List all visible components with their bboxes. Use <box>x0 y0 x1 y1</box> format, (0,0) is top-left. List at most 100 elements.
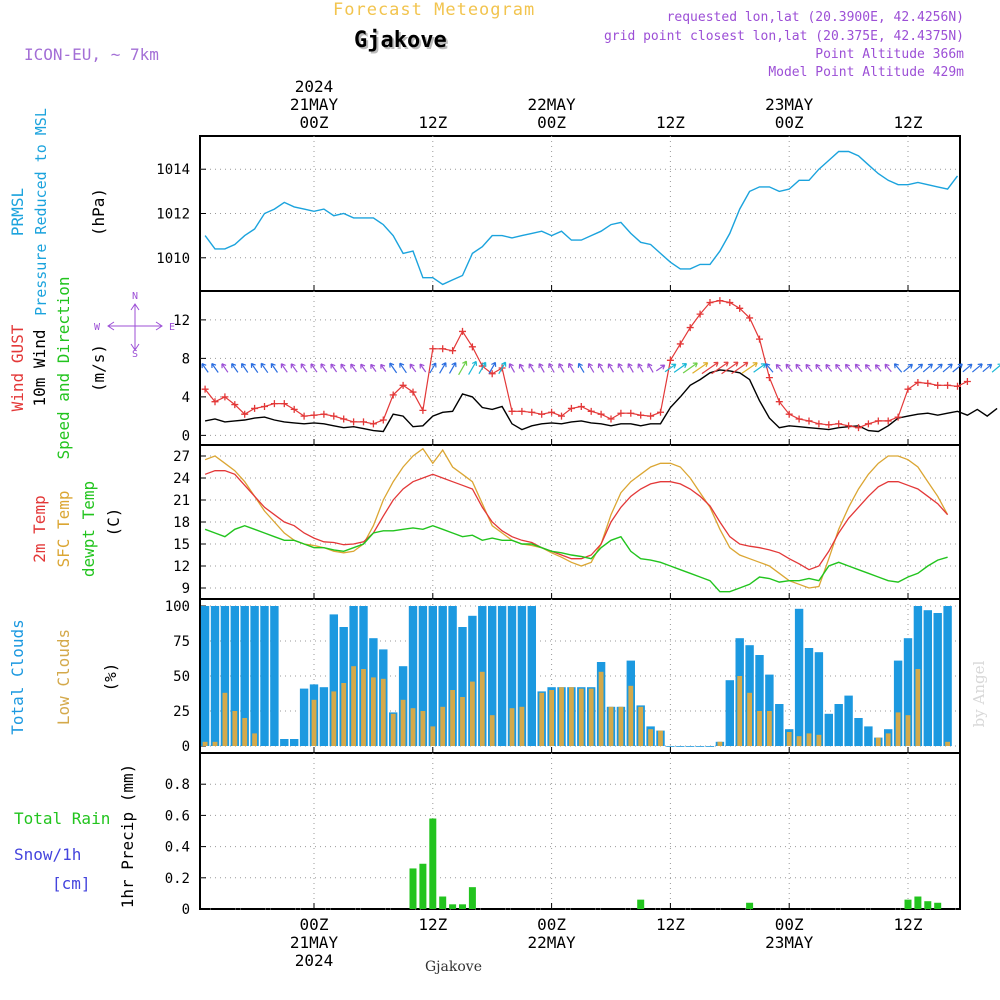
total-cloud-bar <box>666 746 675 747</box>
wind-direction-arrow <box>795 363 803 373</box>
wind-direction-arrow <box>673 363 688 373</box>
wind-gust-marker <box>290 405 298 413</box>
wind-gust-marker <box>459 327 466 335</box>
wind-gust-marker <box>597 410 605 418</box>
wind-direction-arrow <box>932 363 943 373</box>
wind-direction-arrow <box>664 363 677 373</box>
wind-direction-arrow <box>340 363 347 373</box>
footer-location: Gjakove <box>425 959 482 975</box>
wind-direction-arrow <box>922 363 933 373</box>
total-cloud-bar <box>220 606 230 746</box>
total-cloud-bar <box>725 680 734 746</box>
wind-gust-marker <box>360 418 367 426</box>
total-cloud-bar <box>250 606 259 746</box>
total-cloud-bar <box>260 606 269 746</box>
wind-gust-marker <box>864 420 872 428</box>
wind-gust-marker <box>439 345 447 353</box>
wind-gust-marker <box>538 410 546 418</box>
total-cloud-bar <box>319 687 329 746</box>
total-cloud-bar <box>755 655 764 746</box>
wind-gust-marker <box>270 400 278 408</box>
wind-gust-marker <box>944 381 952 389</box>
cloud-tick-label: 75 <box>173 634 190 650</box>
top-time-label: 12Z <box>894 113 923 132</box>
precip-tick-label: 0.8 <box>165 777 190 793</box>
low-cloud-bar <box>519 706 525 746</box>
wind-direction-arrow <box>741 362 758 374</box>
rain-bar <box>934 902 942 909</box>
wind-gust-marker <box>676 340 684 348</box>
cloud-panel: 0 25 50 75 100 <box>165 598 961 755</box>
wind-direction-arrow <box>360 363 367 373</box>
requested-coords: requested lon,lat (20.3900E, 42.4256N) <box>666 10 964 25</box>
wind-gust-marker <box>369 420 377 428</box>
wind-gust-marker <box>330 412 338 420</box>
wind-gust-marker <box>647 412 655 420</box>
wind-gust-marker <box>577 403 585 410</box>
snow-unit-label: [cm] <box>52 874 91 893</box>
chart-title: Forecast Meteogram <box>333 0 536 20</box>
wind-gust-marker <box>449 347 457 355</box>
total-cloud-bar <box>230 606 239 746</box>
total-cloud-bar <box>864 726 873 746</box>
wind-direction-arrow <box>825 363 833 372</box>
wind-direction-arrow <box>439 362 447 374</box>
wind-direction-arrow <box>844 363 853 373</box>
wind-tick-label: 12 <box>173 313 190 329</box>
wind-gust-marker <box>954 382 961 390</box>
wind-frame <box>199 290 961 446</box>
total-cloud-bar <box>804 648 814 746</box>
wind-direction-arrow <box>399 362 407 374</box>
bottom-time-label: 12Z <box>418 915 447 934</box>
wind-gust-marker <box>518 407 526 415</box>
total-cloud-bar <box>210 606 220 746</box>
wind-panel: 0 4 8 12 <box>173 290 1000 446</box>
model-point-altitude: Model Point Altitude 429m <box>768 65 964 80</box>
wind-gust-marker <box>637 411 645 419</box>
total-cloud-bar <box>844 695 853 746</box>
wind-speed-line <box>204 369 998 433</box>
grid-point-coords: grid point closest lon,lat (20.375E, 42.… <box>603 29 964 44</box>
top-time-label: 12Z <box>656 113 685 132</box>
wind-direction-arrow <box>775 363 783 372</box>
wind-direction-arrow <box>682 362 698 374</box>
total-cloud-bar <box>428 606 437 746</box>
wind-tick-label: 4 <box>182 390 190 406</box>
wind-direction-arrow <box>488 361 497 374</box>
dewpt-temp-line <box>204 524 948 593</box>
low-cloud-bar <box>252 733 257 746</box>
low-cloud-bar <box>569 687 574 746</box>
total-cloud-bar <box>527 606 536 746</box>
low-cloud-bar <box>875 737 881 746</box>
total-cloud-bar <box>200 606 210 746</box>
total-cloud-bar <box>854 718 863 746</box>
wind-gust-marker <box>775 398 783 406</box>
wind-gust-marker <box>706 299 714 307</box>
wind-gust-marker <box>231 401 239 409</box>
precip-unit-label: 1hr Precip (mm) <box>118 764 137 909</box>
wind-gust-marker <box>825 421 833 429</box>
precip-tick-label: 0.2 <box>165 871 190 887</box>
pressure-label-reduced: Pressure Reduced to MSL <box>32 108 50 316</box>
wind-direction-arrow <box>310 363 318 373</box>
wind-direction-arrow <box>290 363 298 373</box>
wind-direction-arrow <box>785 363 793 373</box>
low-cloud-bar <box>578 688 584 746</box>
low-cloud-bar <box>608 706 614 746</box>
wind-direction-arrow <box>370 363 377 372</box>
rain-bar <box>904 899 912 909</box>
wind-gust-marker <box>528 408 536 416</box>
wind-gust-marker <box>686 324 694 332</box>
wind-direction-arrow <box>805 363 813 372</box>
low-cloud-bar <box>767 711 772 746</box>
low-cloud-bar <box>410 708 416 746</box>
low-cloud-bar <box>460 697 465 746</box>
wind-direction-arrow <box>721 361 739 375</box>
top-date-label: 22MAY <box>528 95 577 114</box>
low-cloud-bar <box>450 690 455 746</box>
low-cloud-bar <box>559 687 564 746</box>
top-time-label: 00Z <box>300 113 329 132</box>
cloud-tick-label: 0 <box>182 739 190 755</box>
wind-gust-marker <box>756 335 763 343</box>
bottom-time-label: 00Z <box>300 915 329 934</box>
